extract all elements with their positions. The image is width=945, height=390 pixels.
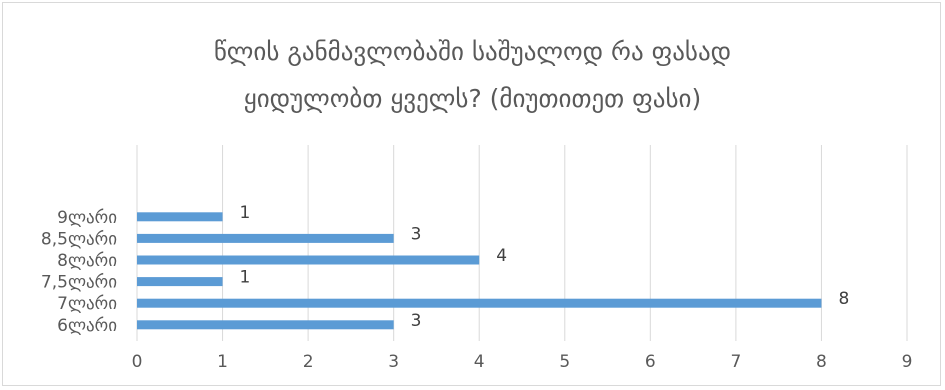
x-tick-label: 9	[902, 352, 913, 372]
x-tick-label: 8	[816, 352, 827, 372]
x-tick-label: 1	[217, 352, 228, 372]
data-label: 3	[411, 224, 422, 244]
gridlines	[136, 145, 908, 341]
chart-title: წლის განმავლობაში საშუალოდ რა ფასად ყიდუ…	[0, 28, 945, 122]
bar	[137, 320, 394, 330]
data-label: 1	[240, 203, 251, 223]
data-label: 1	[240, 268, 251, 288]
category-label: 6ლარი	[57, 316, 117, 336]
x-tick-label: 0	[132, 352, 143, 372]
category-label: 9ლარი	[57, 208, 117, 228]
category-label: 7ლარი	[57, 294, 117, 314]
category-label: 7,5ლარი	[41, 273, 117, 293]
x-tick-label: 5	[559, 352, 570, 372]
category-label: 8ლარი	[57, 251, 117, 271]
x-tick-label: 3	[388, 352, 399, 372]
bar	[137, 277, 223, 287]
chart-title-line-2: ყიდულობთ ყველს? (მიუთითეთ ფასი)	[243, 84, 702, 113]
bar	[137, 212, 223, 222]
x-tick-label: 4	[474, 352, 485, 372]
data-labels: 3 8 1 4 3 1	[240, 203, 850, 331]
x-tick-label: 2	[303, 352, 314, 372]
data-label: 8	[838, 289, 849, 309]
bar	[137, 255, 480, 265]
bar	[137, 298, 822, 308]
data-label: 4	[496, 246, 507, 266]
bar	[137, 233, 394, 243]
chart-title-line-1: წლის განმავლობაში საშუალოდ რა ფასად	[213, 37, 732, 66]
x-tick-label: 6	[645, 352, 656, 372]
bars	[137, 212, 822, 330]
x-axis-tick-labels: 0 1 2 3 4 5 6 7 8 9	[132, 352, 913, 372]
x-tick-label: 7	[730, 352, 741, 372]
data-label: 3	[411, 311, 422, 331]
category-label: 8,5ლარი	[41, 229, 117, 249]
